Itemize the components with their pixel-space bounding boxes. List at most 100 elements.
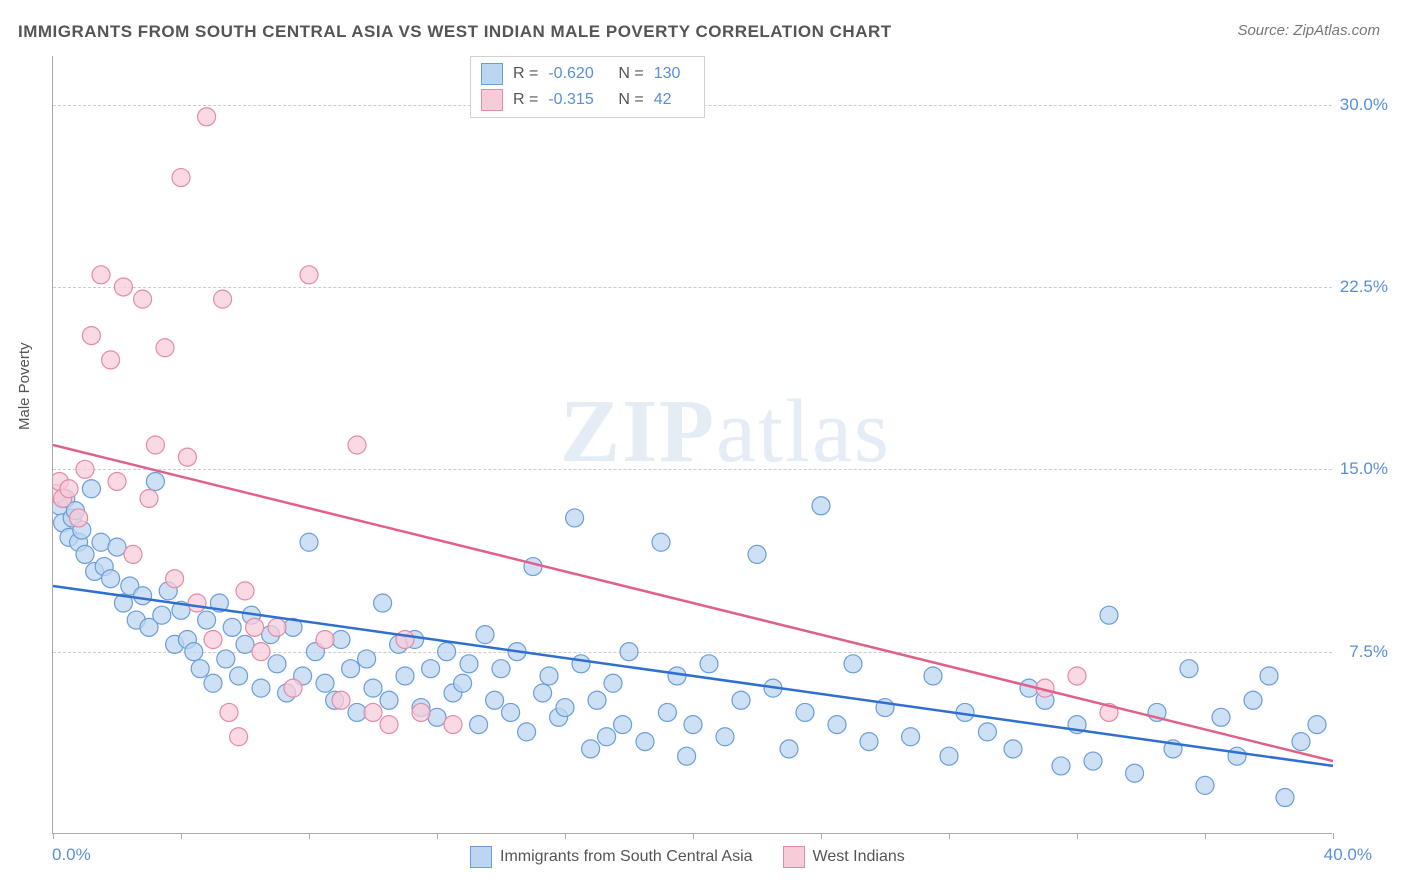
- data-point: [134, 587, 152, 605]
- data-point: [374, 594, 392, 612]
- r-label: R =: [513, 91, 538, 109]
- data-point: [652, 533, 670, 551]
- data-point: [223, 618, 241, 636]
- data-point: [60, 480, 78, 498]
- data-point: [604, 674, 622, 692]
- data-point: [780, 740, 798, 758]
- x-tick: [1333, 833, 1334, 839]
- data-point: [812, 497, 830, 515]
- r-value: -0.620: [548, 65, 608, 83]
- data-point: [828, 716, 846, 734]
- data-point: [540, 667, 558, 685]
- data-point: [1084, 752, 1102, 770]
- data-point: [102, 570, 120, 588]
- data-point: [396, 631, 414, 649]
- trend-line: [53, 445, 1333, 761]
- data-point: [428, 708, 446, 726]
- data-point: [492, 660, 510, 678]
- chart-title: IMMIGRANTS FROM SOUTH CENTRAL ASIA VS WE…: [18, 22, 892, 42]
- data-point: [1100, 606, 1118, 624]
- legend-swatch: [470, 846, 492, 868]
- data-point: [470, 716, 488, 734]
- data-point: [146, 472, 164, 490]
- data-point: [636, 733, 654, 751]
- data-point: [82, 480, 100, 498]
- data-point: [300, 533, 318, 551]
- data-point: [342, 660, 360, 678]
- x-axis-max-label: 40.0%: [1324, 845, 1372, 865]
- data-point: [364, 679, 382, 697]
- y-tick-label: 7.5%: [1349, 642, 1388, 662]
- data-point: [422, 660, 440, 678]
- data-point: [188, 594, 206, 612]
- data-point: [246, 618, 264, 636]
- data-point: [146, 436, 164, 454]
- data-point: [380, 691, 398, 709]
- data-point: [178, 448, 196, 466]
- data-point: [732, 691, 750, 709]
- legend-swatch: [783, 846, 805, 868]
- data-point: [1180, 660, 1198, 678]
- data-point: [700, 655, 718, 673]
- data-point: [156, 339, 174, 357]
- n-value: 42: [654, 91, 694, 109]
- data-point: [1244, 691, 1262, 709]
- legend-label: West Indians: [813, 848, 905, 866]
- data-point: [844, 655, 862, 673]
- data-point: [284, 679, 302, 697]
- legend-row: R = -0.620 N = 130: [481, 61, 694, 87]
- data-point: [1052, 757, 1070, 775]
- data-point: [252, 679, 270, 697]
- data-point: [198, 611, 216, 629]
- data-point: [348, 703, 366, 721]
- data-point: [380, 716, 398, 734]
- y-tick-label: 22.5%: [1340, 277, 1388, 297]
- data-point: [1126, 764, 1144, 782]
- data-point: [438, 643, 456, 661]
- data-point: [598, 728, 616, 746]
- r-value: -0.315: [548, 91, 608, 109]
- data-point: [534, 684, 552, 702]
- legend-label: Immigrants from South Central Asia: [500, 848, 753, 866]
- data-point: [198, 108, 216, 126]
- data-point: [76, 460, 94, 478]
- source-attribution: Source: ZipAtlas.com: [1237, 22, 1380, 39]
- data-point: [332, 691, 350, 709]
- data-point: [108, 472, 126, 490]
- data-point: [524, 558, 542, 576]
- data-point: [316, 674, 334, 692]
- data-point: [678, 747, 696, 765]
- data-point: [236, 635, 254, 653]
- n-label: N =: [618, 91, 643, 109]
- y-tick-label: 30.0%: [1340, 95, 1388, 115]
- data-point: [236, 582, 254, 600]
- data-point: [300, 266, 318, 284]
- series-legend: Immigrants from South Central Asia West …: [470, 846, 905, 868]
- data-point: [978, 723, 996, 741]
- data-point: [924, 667, 942, 685]
- data-point: [716, 728, 734, 746]
- n-label: N =: [618, 65, 643, 83]
- data-point: [92, 266, 110, 284]
- data-point: [153, 606, 171, 624]
- legend-item: West Indians: [783, 846, 905, 868]
- data-point: [668, 667, 686, 685]
- data-point: [348, 436, 366, 454]
- data-point: [614, 716, 632, 734]
- data-point: [108, 538, 126, 556]
- data-point: [230, 667, 248, 685]
- data-point: [92, 533, 110, 551]
- data-point: [796, 703, 814, 721]
- data-point: [82, 327, 100, 345]
- data-point: [316, 631, 334, 649]
- data-point: [268, 618, 286, 636]
- data-point: [658, 703, 676, 721]
- correlation-legend: R = -0.620 N = 130 R = -0.315 N = 42: [470, 56, 705, 118]
- data-point: [1276, 789, 1294, 807]
- data-point: [572, 655, 590, 673]
- data-point: [204, 631, 222, 649]
- data-point: [454, 674, 472, 692]
- r-label: R =: [513, 65, 538, 83]
- data-point: [486, 691, 504, 709]
- data-point: [268, 655, 286, 673]
